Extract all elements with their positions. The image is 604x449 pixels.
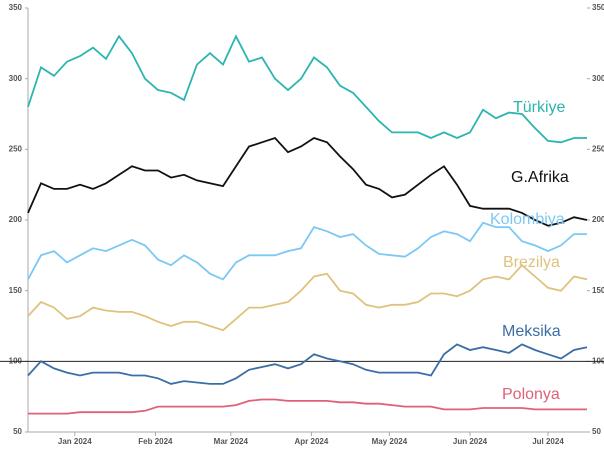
x-tick-label: Jun 2024 [453,437,488,446]
x-tick-label: Mar 2024 [214,437,249,446]
x-tick-label: Feb 2024 [138,437,173,446]
series-line [27,221,587,281]
x-tick-label: Apr 2024 [295,437,329,446]
series-label: G.Afrika [511,169,569,186]
series-label: Türkiye [513,99,566,116]
y2-tick-label: 150 [592,286,604,295]
y2-tick-label: 200 [592,215,604,224]
series-line [28,398,587,415]
series-label: Brezilya [503,254,560,271]
y-tick-label: 250 [9,144,23,153]
series-label: Meksika [502,323,561,340]
series-label: Kolombiya [490,211,565,228]
y-tick-label: 350 [9,3,23,12]
y2-tick-label: 300 [592,74,604,83]
series-line [27,34,587,144]
x-tick-label: May 2024 [372,437,408,446]
series-line [27,263,588,332]
y-tick-label: 200 [9,215,23,224]
x-tick-label: Jan 2024 [58,437,92,446]
y2-tick-label: 250 [592,144,604,153]
y-tick-label: 50 [13,427,22,436]
series-line [27,136,588,227]
y2-tick-label: 350 [592,3,604,12]
y-tick-label: 150 [9,286,23,295]
y-tick-label: 300 [9,74,23,83]
x-tick-label: Jul 2024 [532,437,564,446]
series-label: Polonya [502,386,560,403]
series-line [27,343,588,385]
y2-tick-label: 50 [592,427,601,436]
